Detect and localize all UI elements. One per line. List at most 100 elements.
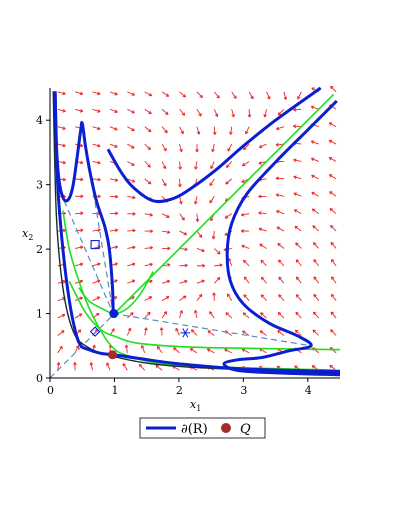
field-arrow [242,312,250,319]
field-arrow [214,277,221,284]
field-arrow [179,230,187,236]
field-arrow [261,276,267,284]
field-arrowhead [79,109,84,113]
q-point-marker [108,350,118,360]
field-arrowhead [56,362,61,366]
field-arrow [275,177,284,180]
field-arrow [109,108,118,113]
x-tick-label: 2 [176,384,183,397]
field-arrowhead [163,147,167,152]
field-arrowhead [165,111,169,116]
field-arrowhead [147,311,151,316]
field-arrow [144,213,153,216]
field-arrow [179,91,186,98]
field-arrowhead [149,213,153,217]
field-arrowhead [62,280,66,284]
y-axis-label: x2 [22,227,33,242]
field-arrowhead [114,228,119,233]
field-arrow [106,362,111,371]
field-arrow [127,229,136,232]
field-arrowhead [294,365,298,369]
field-arrow [144,247,153,249]
field-arrow [241,348,250,354]
field-arrow [75,246,84,249]
field-arrow [226,161,233,168]
field-arrowhead [283,96,288,100]
field-arrow [212,143,215,152]
field-arrowhead [167,246,171,251]
field-arrowhead [250,95,254,100]
field-arrowhead [195,149,199,153]
field-arrow [196,280,205,284]
field-arrow [224,213,232,219]
x-tick-label: 4 [305,384,312,397]
field-arrowhead [106,362,110,366]
field-arrowhead [147,181,152,185]
field-arrowhead [277,242,281,247]
field-arrow [179,178,181,187]
field-arrowhead [149,262,153,267]
field-arrowhead [259,243,263,247]
field-arrowhead [226,164,230,168]
field-arrow [328,139,337,145]
field-arrow [179,196,182,205]
field-arrow [196,294,203,301]
field-arrowhead [277,111,282,116]
field-arrowhead [198,234,203,238]
field-arrow [248,91,254,100]
field-arrow [330,85,337,93]
field-arrow [311,208,319,215]
field-arrow [138,364,146,371]
field-arrowhead [211,236,216,240]
field-arrow [161,311,168,319]
field-arrowhead [115,211,119,216]
field-arrowhead [155,364,159,369]
field-arrowhead [131,92,136,96]
field-arrowhead [241,244,245,249]
field-arrow [196,248,205,252]
boundary-right-branch [222,99,341,377]
field-arrow [230,126,233,135]
field-arrow [275,143,284,146]
field-arrowhead [209,199,213,204]
field-arrow [277,243,285,249]
field-arrowhead [293,107,297,112]
field-arrow [127,246,136,249]
field-arrow [209,196,215,204]
field-arrow [144,161,151,168]
field-arrow [90,362,93,371]
field-arrowhead [189,348,194,352]
field-arrowhead [311,208,316,212]
field-arrow [161,161,166,169]
field-arrowhead [79,296,83,301]
field-arrowhead [178,166,182,170]
field-arrowhead [181,217,185,221]
field-arrowhead [175,327,179,332]
boundary-curves [53,86,341,377]
field-arrowhead [92,344,96,349]
field-arrowhead [227,148,231,152]
field-arrowhead [330,241,334,246]
field-arrowhead [61,313,66,318]
field-arrowhead [277,312,282,316]
separatrix-diagonal [113,93,335,315]
field-arrow [109,195,118,198]
field-arrow [196,213,199,222]
field-arrowhead [78,313,83,317]
field-arrow [127,279,135,284]
axes [49,88,340,379]
field-arrow [209,311,215,319]
field-arrowhead [198,113,202,117]
field-arrowhead [131,179,136,183]
field-arrow [313,242,320,249]
field-arrowhead [295,242,299,246]
field-arrow [179,161,181,170]
field-arrowhead [225,312,229,316]
field-arrow [278,276,285,284]
field-arrowhead [258,161,262,165]
field-arrow [144,311,151,319]
field-arrowhead [180,130,184,135]
dashed-guide-line [63,200,114,314]
field-arrowhead [114,127,118,131]
field-arrow [127,195,136,199]
